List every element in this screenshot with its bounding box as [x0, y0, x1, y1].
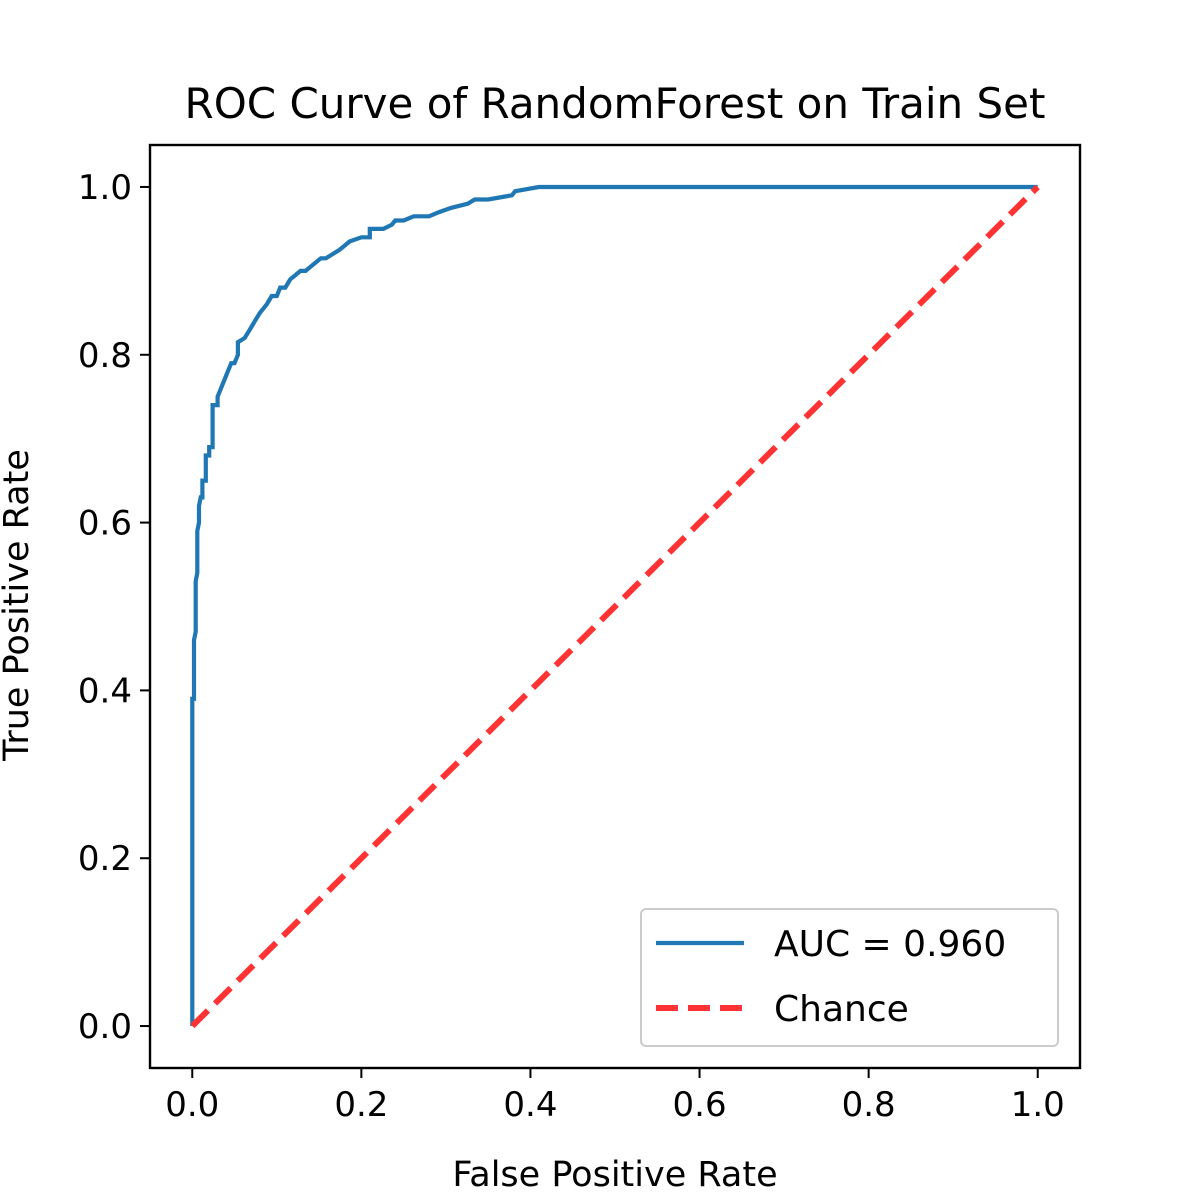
series-line-chance	[190, 184, 1040, 1029]
legend: AUC = 0.960 Chance	[640, 908, 1059, 1047]
y-tick-label: 0.2	[78, 839, 132, 879]
chart-title: ROC Curve of RandomForest on Train Set	[185, 79, 1046, 128]
x-tick-label: 0.6	[673, 1085, 727, 1125]
series-line-roc	[190, 184, 1038, 1026]
axes-frame	[148, 143, 1082, 1070]
legend-label: Chance	[774, 989, 909, 1030]
plot-area	[190, 184, 1040, 1029]
legend-box	[640, 908, 1059, 1047]
y-tick-label: 0.8	[78, 336, 132, 376]
legend-label: AUC = 0.960	[774, 924, 1006, 965]
y-tick-label: 0.0	[78, 1007, 132, 1047]
x-tick-label: 0.8	[842, 1085, 896, 1125]
y-axis-label: True Positive Rate	[0, 449, 37, 762]
y-tick-label: 1.0	[78, 168, 132, 208]
x-axis-label: False Positive Rate	[452, 1155, 777, 1195]
axis-ticks: 0.0 0.2 0.4 0.6 0.8 1.0 0.0 0.2 0.4 0.6 0.8 1.0	[78, 168, 1065, 1125]
x-tick-label: 1.0	[1011, 1085, 1065, 1125]
x-tick-label: 0.2	[334, 1085, 388, 1125]
x-tick-label: 0.0	[165, 1085, 219, 1125]
y-tick-label: 0.4	[78, 671, 132, 711]
x-tick-label: 0.4	[503, 1085, 557, 1125]
y-tick-label: 0.6	[78, 504, 132, 544]
